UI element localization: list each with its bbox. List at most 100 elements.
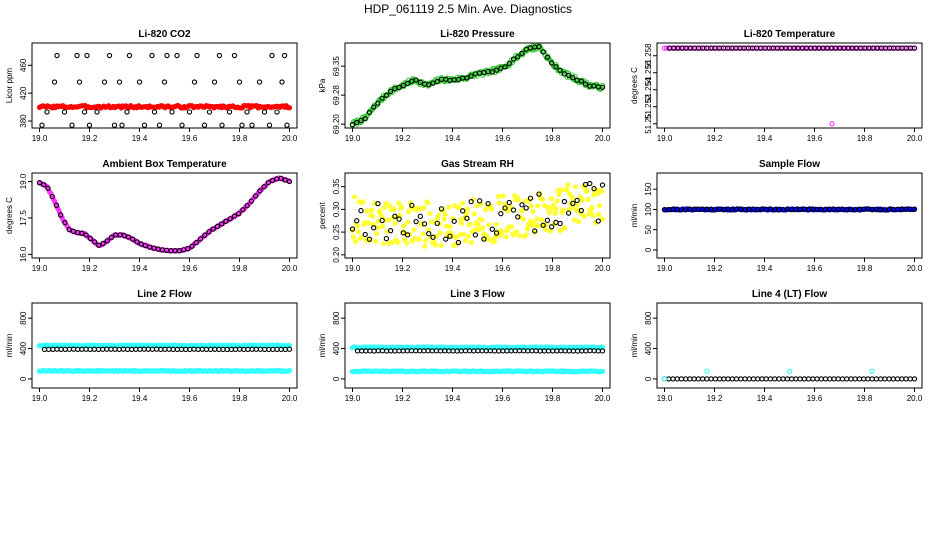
y-tick-label: 800 <box>19 311 28 325</box>
y-tick-label: 800 <box>644 311 653 325</box>
data-point <box>375 100 381 106</box>
y-tick-label: 69.28 <box>332 85 341 106</box>
data-point <box>721 376 727 382</box>
x-tick-label: 19.0 <box>345 394 361 403</box>
x-tick-label: 19.2 <box>82 264 98 273</box>
data-point <box>396 216 402 222</box>
data-point <box>185 246 191 252</box>
data-point <box>699 376 706 382</box>
data-point <box>119 122 125 128</box>
data-point <box>411 227 417 233</box>
data-point <box>458 220 465 226</box>
data-point <box>471 211 477 217</box>
data-point <box>284 122 290 128</box>
data-point <box>409 202 415 209</box>
x-tick-label: 19.8 <box>232 264 248 273</box>
data-point <box>286 346 293 352</box>
data-point <box>536 44 542 50</box>
data-point <box>437 230 443 236</box>
data-point <box>582 81 589 87</box>
data-point <box>164 52 170 59</box>
data-point <box>544 217 551 223</box>
data-point <box>574 202 581 208</box>
panel-title: Line 4 (LT) Flow <box>752 289 828 300</box>
data-point <box>211 79 218 85</box>
data-point <box>355 229 361 235</box>
data-point <box>509 224 515 230</box>
data-point <box>248 198 255 204</box>
data-point <box>447 224 453 230</box>
data-point <box>784 376 791 382</box>
data-points <box>36 175 293 254</box>
data-point <box>240 207 246 213</box>
data-point <box>453 234 459 241</box>
x-tick-label: 19.2 <box>707 394 723 403</box>
data-point <box>909 45 916 51</box>
x-tick-label: 19.2 <box>395 394 411 403</box>
data-point <box>472 232 479 238</box>
x-tick-label: 19.6 <box>495 394 511 403</box>
y-tick-label: 51.25 <box>644 113 653 134</box>
data-point <box>413 77 419 83</box>
data-point <box>468 239 474 245</box>
data-point <box>396 84 402 91</box>
data-point <box>66 226 72 233</box>
data-point <box>417 79 423 85</box>
data-point <box>733 376 740 382</box>
series-line-3-raw <box>354 348 606 354</box>
x-tick-label: 19.2 <box>395 134 411 143</box>
data-point <box>421 205 427 211</box>
data-point <box>231 52 238 59</box>
data-point <box>687 376 693 382</box>
data-point <box>79 230 85 236</box>
data-point <box>61 109 68 115</box>
chart-panel-co2: Li-820 CO2 19.0 19.2 19.4 19.6 19.8 20.0 380 420… <box>5 29 298 143</box>
y-tick-label: 400 <box>332 341 341 355</box>
x-tick-label: 19.8 <box>857 134 873 143</box>
data-point <box>219 122 225 128</box>
x-tick-label: 19.8 <box>545 134 561 143</box>
data-point <box>366 220 372 226</box>
data-point <box>432 242 439 248</box>
figure-title: HDP_061119 2.5 Min. Ave. Diagnostics <box>364 2 572 16</box>
data-point <box>485 200 491 207</box>
panel-title: Li-820 Temperature <box>744 29 836 40</box>
data-point <box>430 234 436 240</box>
data-point <box>476 198 483 204</box>
data-point <box>244 203 250 209</box>
data-point <box>496 200 502 206</box>
data-point <box>578 78 584 84</box>
data-point <box>750 376 757 382</box>
data-point <box>111 122 118 128</box>
data-point <box>579 197 585 203</box>
chart-panel-pressure: Li-820 Pressure 19.0 19.2 19.4 19.6 19.8 20.0 6… <box>318 29 611 143</box>
data-points <box>661 45 918 127</box>
data-point <box>772 376 778 382</box>
data-point <box>585 196 591 203</box>
data-point <box>349 121 356 128</box>
data-point <box>231 213 238 219</box>
data-point <box>151 109 158 115</box>
y-tick-label: 0 <box>19 376 28 381</box>
data-point <box>371 225 377 231</box>
data-point <box>570 200 576 207</box>
data-point <box>486 222 492 228</box>
data-point <box>670 376 676 382</box>
data-point <box>438 206 445 212</box>
panel-title: Gas Stream RH <box>441 159 514 170</box>
data-point <box>226 109 233 115</box>
data-point <box>191 79 198 85</box>
data-point <box>886 376 892 382</box>
data-point <box>446 204 452 210</box>
chart-panel-licor-temp: Li-820 Temperature 19.0 19.2 19.4 19.6 19.8 20… <box>630 29 923 143</box>
data-point <box>58 212 64 218</box>
data-point <box>536 191 542 197</box>
data-point <box>403 240 410 246</box>
series-line-4-2-5-min <box>661 368 875 382</box>
series-line-3-low-2-5-min <box>349 368 606 375</box>
data-point <box>392 213 398 219</box>
data-point <box>468 198 474 205</box>
y-tick-label: 0.35 <box>332 178 341 194</box>
data-point <box>467 221 473 227</box>
data-point <box>383 235 390 242</box>
